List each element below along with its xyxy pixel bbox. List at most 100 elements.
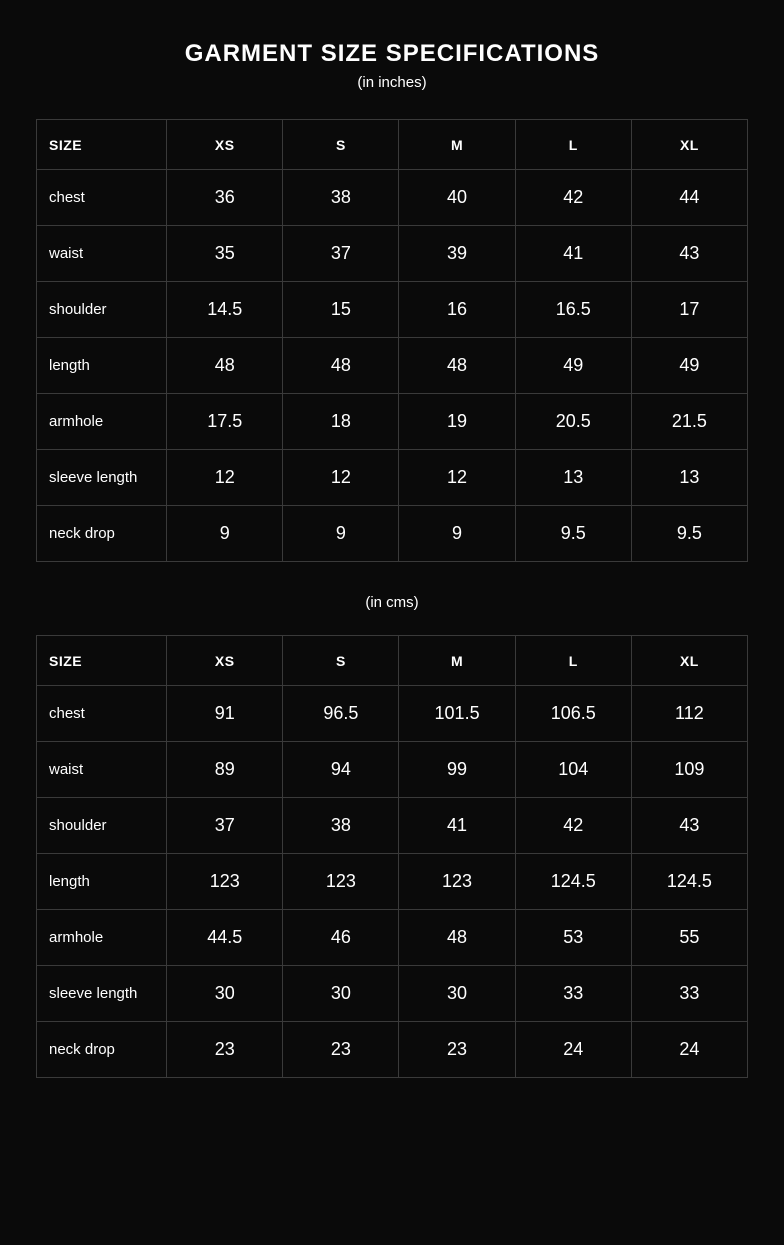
table-row: waist3537394143 bbox=[37, 226, 748, 282]
cell-value: 9.5 bbox=[515, 506, 631, 562]
cell-value: 13 bbox=[515, 450, 631, 506]
cell-value: 9 bbox=[399, 506, 515, 562]
row-label: chest bbox=[37, 686, 167, 742]
size-table-inches: SIZE XS S M L XL chest3638404244waist353… bbox=[36, 119, 748, 562]
cell-value: 112 bbox=[631, 686, 747, 742]
cell-value: 23 bbox=[167, 1022, 283, 1078]
cell-value: 21.5 bbox=[631, 394, 747, 450]
cell-value: 14.5 bbox=[167, 282, 283, 338]
cell-value: 44 bbox=[631, 170, 747, 226]
cell-value: 30 bbox=[167, 966, 283, 1022]
row-label: armhole bbox=[37, 910, 167, 966]
cell-value: 16.5 bbox=[515, 282, 631, 338]
col-header: XL bbox=[631, 636, 747, 686]
col-header: L bbox=[515, 636, 631, 686]
cell-value: 94 bbox=[283, 742, 399, 798]
cell-value: 24 bbox=[631, 1022, 747, 1078]
cell-value: 33 bbox=[515, 966, 631, 1022]
cell-value: 48 bbox=[167, 338, 283, 394]
cell-value: 48 bbox=[399, 338, 515, 394]
cell-value: 123 bbox=[167, 854, 283, 910]
cell-value: 109 bbox=[631, 742, 747, 798]
cell-value: 19 bbox=[399, 394, 515, 450]
row-label: length bbox=[37, 854, 167, 910]
cell-value: 124.5 bbox=[631, 854, 747, 910]
cell-value: 123 bbox=[283, 854, 399, 910]
col-header: SIZE bbox=[37, 636, 167, 686]
cell-value: 48 bbox=[399, 910, 515, 966]
cell-value: 24 bbox=[515, 1022, 631, 1078]
table-row: shoulder3738414243 bbox=[37, 798, 748, 854]
row-label: waist bbox=[37, 742, 167, 798]
row-label: chest bbox=[37, 170, 167, 226]
size-table-cms: SIZE XS S M L XL chest9196.5101.5106.511… bbox=[36, 635, 748, 1078]
col-header: XS bbox=[167, 120, 283, 170]
cell-value: 17 bbox=[631, 282, 747, 338]
cell-value: 39 bbox=[399, 226, 515, 282]
col-header: SIZE bbox=[37, 120, 167, 170]
table-header-row: SIZE XS S M L XL bbox=[37, 120, 748, 170]
cell-value: 33 bbox=[631, 966, 747, 1022]
row-label: sleeve length bbox=[37, 966, 167, 1022]
cell-value: 44.5 bbox=[167, 910, 283, 966]
row-label: neck drop bbox=[37, 1022, 167, 1078]
cell-value: 101.5 bbox=[399, 686, 515, 742]
row-label: shoulder bbox=[37, 282, 167, 338]
row-label: armhole bbox=[37, 394, 167, 450]
cell-value: 55 bbox=[631, 910, 747, 966]
cell-value: 41 bbox=[515, 226, 631, 282]
row-label: neck drop bbox=[37, 506, 167, 562]
cell-value: 23 bbox=[283, 1022, 399, 1078]
col-header: S bbox=[283, 120, 399, 170]
cell-value: 42 bbox=[515, 798, 631, 854]
cell-value: 17.5 bbox=[167, 394, 283, 450]
table-row: sleeve length3030303333 bbox=[37, 966, 748, 1022]
cell-value: 40 bbox=[399, 170, 515, 226]
cell-value: 53 bbox=[515, 910, 631, 966]
cell-value: 124.5 bbox=[515, 854, 631, 910]
cell-value: 46 bbox=[283, 910, 399, 966]
cell-value: 30 bbox=[283, 966, 399, 1022]
row-label: sleeve length bbox=[37, 450, 167, 506]
cell-value: 123 bbox=[399, 854, 515, 910]
table-row: chest3638404244 bbox=[37, 170, 748, 226]
table-row: armhole17.5181920.521.5 bbox=[37, 394, 748, 450]
cell-value: 41 bbox=[399, 798, 515, 854]
cell-value: 104 bbox=[515, 742, 631, 798]
table-row: waist899499104109 bbox=[37, 742, 748, 798]
table-header-row: SIZE XS S M L XL bbox=[37, 636, 748, 686]
cell-value: 15 bbox=[283, 282, 399, 338]
cell-value: 91 bbox=[167, 686, 283, 742]
cell-value: 9 bbox=[283, 506, 399, 562]
unit-label-inches: (in inches) bbox=[36, 74, 748, 91]
table-row: shoulder14.5151616.517 bbox=[37, 282, 748, 338]
table-row: chest9196.5101.5106.5112 bbox=[37, 686, 748, 742]
cell-value: 12 bbox=[283, 450, 399, 506]
unit-label-cms: (in cms) bbox=[36, 594, 748, 611]
col-header: M bbox=[399, 120, 515, 170]
cell-value: 35 bbox=[167, 226, 283, 282]
cell-value: 96.5 bbox=[283, 686, 399, 742]
cell-value: 37 bbox=[167, 798, 283, 854]
col-header: S bbox=[283, 636, 399, 686]
col-header: M bbox=[399, 636, 515, 686]
table-row: armhole44.546485355 bbox=[37, 910, 748, 966]
cell-value: 38 bbox=[283, 170, 399, 226]
cell-value: 23 bbox=[399, 1022, 515, 1078]
table-row: length123123123124.5124.5 bbox=[37, 854, 748, 910]
row-label: length bbox=[37, 338, 167, 394]
cell-value: 13 bbox=[631, 450, 747, 506]
row-label: waist bbox=[37, 226, 167, 282]
cell-value: 42 bbox=[515, 170, 631, 226]
cell-value: 16 bbox=[399, 282, 515, 338]
col-header: XL bbox=[631, 120, 747, 170]
table-row: length4848484949 bbox=[37, 338, 748, 394]
table-row: neck drop9999.59.5 bbox=[37, 506, 748, 562]
col-header: XS bbox=[167, 636, 283, 686]
page-title: GARMENT SIZE SPECIFICATIONS bbox=[36, 40, 748, 68]
cell-value: 36 bbox=[167, 170, 283, 226]
cell-value: 49 bbox=[515, 338, 631, 394]
col-header: L bbox=[515, 120, 631, 170]
cell-value: 38 bbox=[283, 798, 399, 854]
cell-value: 30 bbox=[399, 966, 515, 1022]
